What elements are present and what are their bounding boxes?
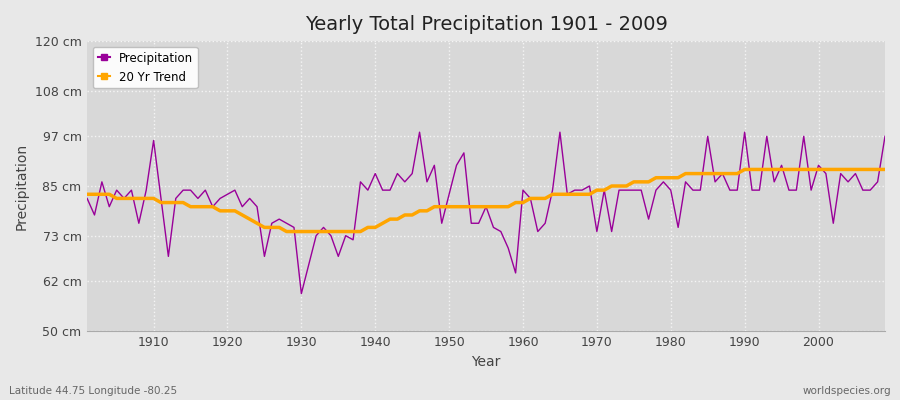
Title: Yearly Total Precipitation 1901 - 2009: Yearly Total Precipitation 1901 - 2009 [304, 15, 668, 34]
Y-axis label: Precipitation: Precipitation [15, 142, 29, 230]
X-axis label: Year: Year [472, 355, 500, 369]
Text: worldspecies.org: worldspecies.org [803, 386, 891, 396]
Legend: Precipitation, 20 Yr Trend: Precipitation, 20 Yr Trend [93, 47, 198, 88]
Text: Latitude 44.75 Longitude -80.25: Latitude 44.75 Longitude -80.25 [9, 386, 177, 396]
